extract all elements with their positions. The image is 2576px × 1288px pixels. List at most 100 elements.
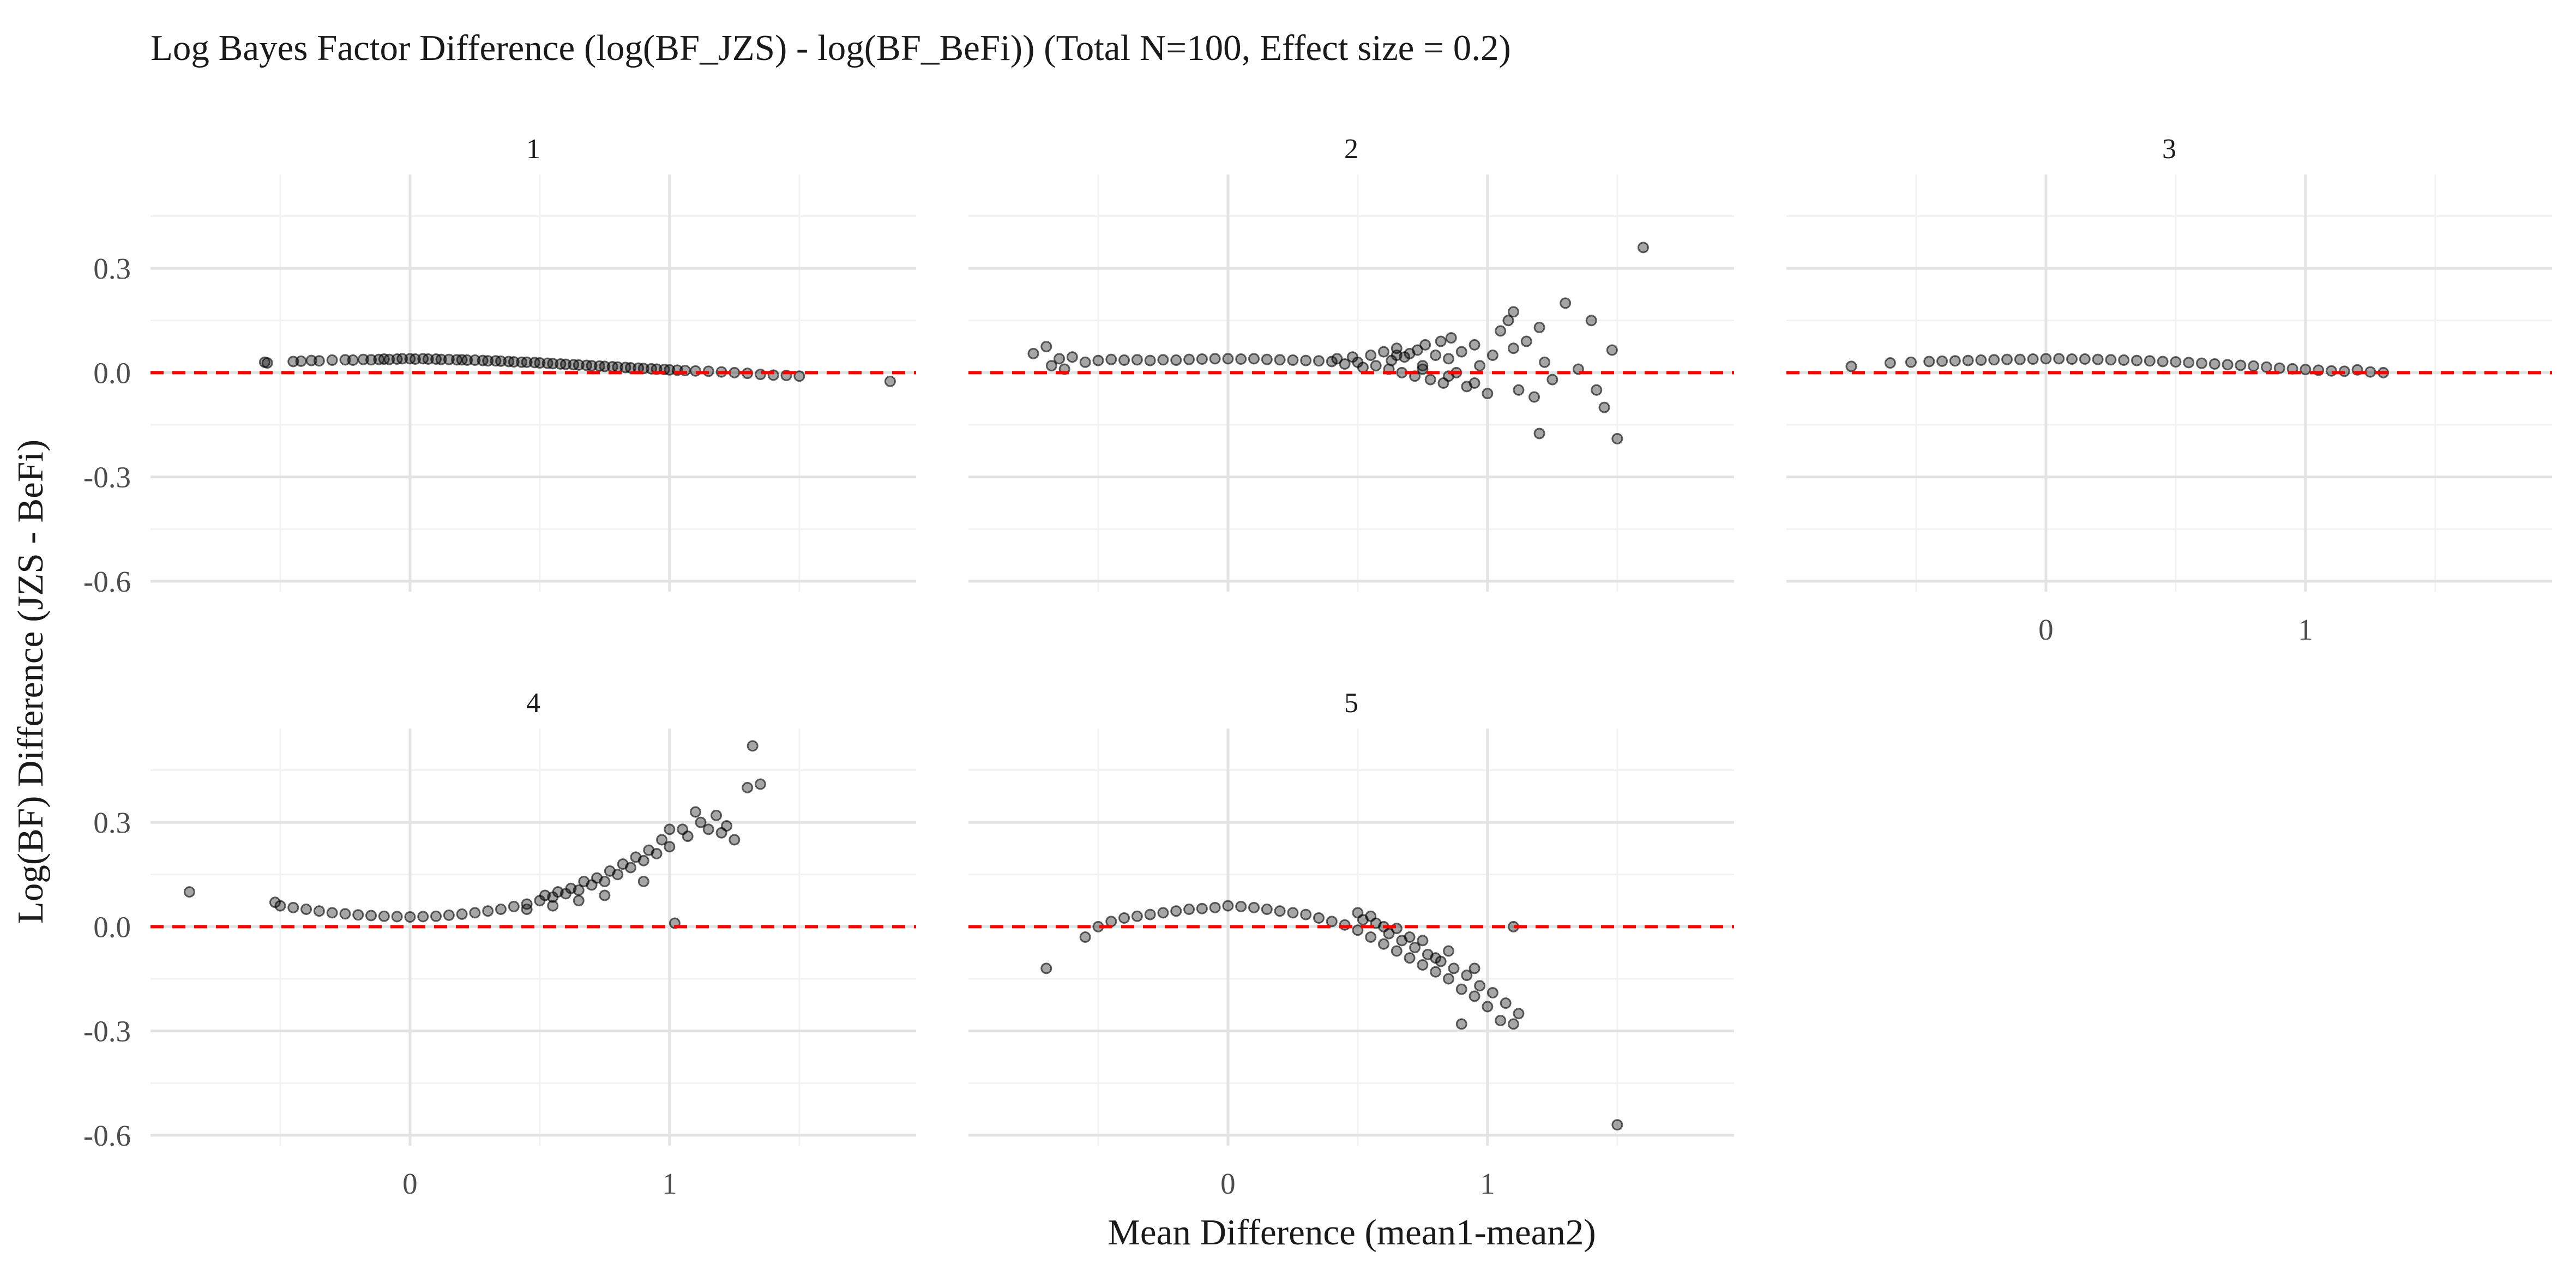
panel-3: 3 0 1 [1786, 134, 2552, 646]
data-point [1248, 353, 1260, 365]
data-point [1611, 433, 1623, 444]
panel-strip-label: 1 [526, 134, 540, 165]
data-point [347, 354, 359, 366]
data-point [365, 910, 377, 922]
data-point [1357, 362, 1369, 374]
data-point [1274, 905, 1286, 917]
data-point [1949, 355, 1961, 367]
y-axis-title: Log(BF) Difference (JZS - BeFi) [10, 440, 51, 924]
data-point [664, 364, 676, 376]
data-point [1222, 353, 1234, 365]
data-point [1118, 912, 1130, 924]
data-point [682, 830, 694, 842]
data-point [742, 781, 754, 793]
data-point [1424, 374, 1436, 386]
data-point [1520, 335, 1532, 347]
data-point [547, 900, 559, 912]
data-point [1054, 353, 1066, 365]
data-point [295, 355, 307, 367]
data-point [461, 354, 473, 366]
y-tick-label: 0.3 [93, 806, 131, 839]
data-point [1606, 344, 1618, 356]
data-point [612, 869, 624, 881]
data-point [521, 356, 533, 368]
data-point [1533, 322, 1545, 333]
data-point [1486, 987, 1498, 998]
data-point [1144, 354, 1156, 366]
data-point [1157, 354, 1169, 366]
data-point [383, 353, 395, 365]
data-point [1209, 901, 1221, 913]
data-point [2066, 353, 2078, 365]
data-point [2195, 357, 2207, 369]
data-point [352, 909, 364, 921]
data-point [1261, 353, 1273, 365]
data-point [1235, 900, 1247, 912]
data-point [586, 360, 598, 372]
data-point [559, 358, 571, 370]
data-point [793, 370, 805, 382]
data-point [1419, 339, 1431, 351]
data-point [1066, 351, 1078, 363]
data-point [1391, 350, 1403, 361]
data-point [1988, 354, 2000, 366]
data-point [1502, 315, 1514, 327]
data-point [1482, 388, 1494, 400]
data-point [1391, 945, 1403, 957]
data-point [1131, 354, 1143, 366]
data-point [729, 834, 741, 846]
data-point [1455, 346, 1467, 358]
data-point [1365, 910, 1377, 922]
data-point [599, 889, 611, 901]
data-point [495, 904, 507, 915]
data-point [702, 823, 714, 835]
data-point [721, 820, 733, 832]
data-point [1300, 908, 1312, 920]
data-point [396, 353, 408, 365]
panel-strip-label: 3 [2162, 134, 2176, 165]
y-tick-label: 0.3 [93, 252, 131, 285]
data-point [1209, 353, 1221, 365]
data-point [300, 904, 312, 915]
data-point [1404, 931, 1416, 943]
data-point [747, 740, 759, 752]
data-point [1417, 363, 1429, 375]
data-point [2079, 353, 2091, 365]
data-point [1468, 990, 1480, 1002]
data-point [884, 375, 896, 387]
data-point [422, 353, 434, 365]
data-point [1474, 360, 1486, 372]
data-point [456, 908, 468, 920]
data-point [1118, 354, 1130, 366]
data-point [1027, 347, 1039, 359]
data-point [1430, 350, 1442, 361]
data-point [1339, 919, 1351, 931]
data-point [1468, 962, 1480, 974]
data-point [1040, 962, 1052, 974]
data-point [1533, 428, 1545, 440]
x-tick-label: 0 [2038, 613, 2054, 646]
data-point [1905, 356, 1917, 368]
data-point [1923, 356, 1935, 368]
data-point [2040, 353, 2052, 365]
data-point [651, 848, 663, 859]
data-point [1539, 356, 1551, 368]
data-point [1468, 339, 1480, 351]
panels-layer: 1 0.3 0.0 -0.3 -0.6 2 3 0 1 4 0.3 0.0 -0.3 -0.6 0 1 5 0 1 [83, 134, 2552, 1200]
data-point [624, 862, 636, 874]
data-point [1079, 931, 1091, 943]
data-point [274, 900, 286, 912]
data-point [378, 910, 390, 922]
data-point [1287, 354, 1299, 366]
data-point [435, 353, 447, 365]
data-point [1092, 354, 1104, 366]
data-point [469, 354, 481, 366]
data-point [2300, 364, 2312, 376]
data-point [1430, 966, 1442, 978]
data-point [2208, 358, 2220, 370]
data-point [1513, 384, 1525, 396]
data-point [287, 356, 299, 368]
data-point [2260, 361, 2272, 373]
data-point [1370, 360, 1382, 372]
